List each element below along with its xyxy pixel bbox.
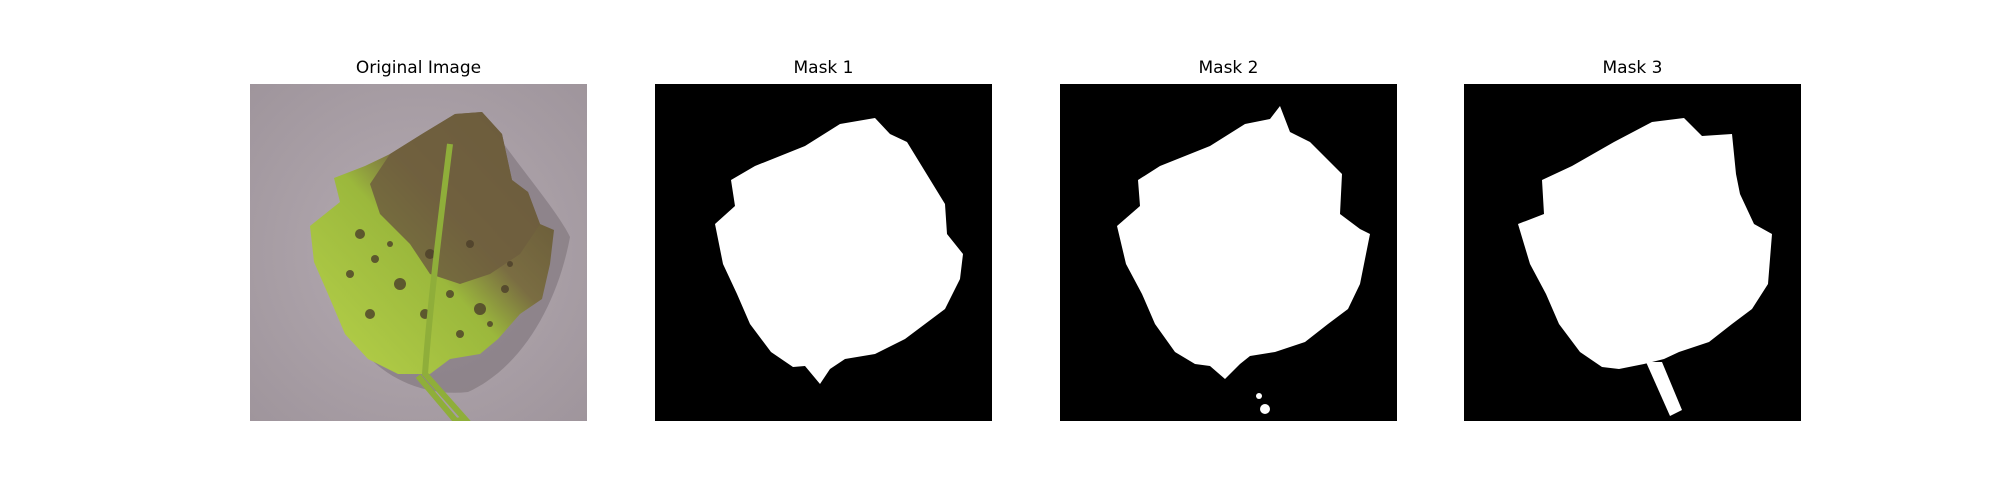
mask-3-image	[1464, 84, 1801, 421]
panel-title-mask-2: Mask 2	[1198, 58, 1259, 78]
original-leaf-image	[250, 84, 587, 421]
mask-1-image	[655, 84, 992, 421]
mask-2-image	[1060, 84, 1397, 421]
panel-title-mask-3: Mask 3	[1602, 58, 1663, 78]
panel-title-mask-1: Mask 1	[793, 58, 854, 78]
panel-title-original: Original Image	[355, 58, 482, 78]
